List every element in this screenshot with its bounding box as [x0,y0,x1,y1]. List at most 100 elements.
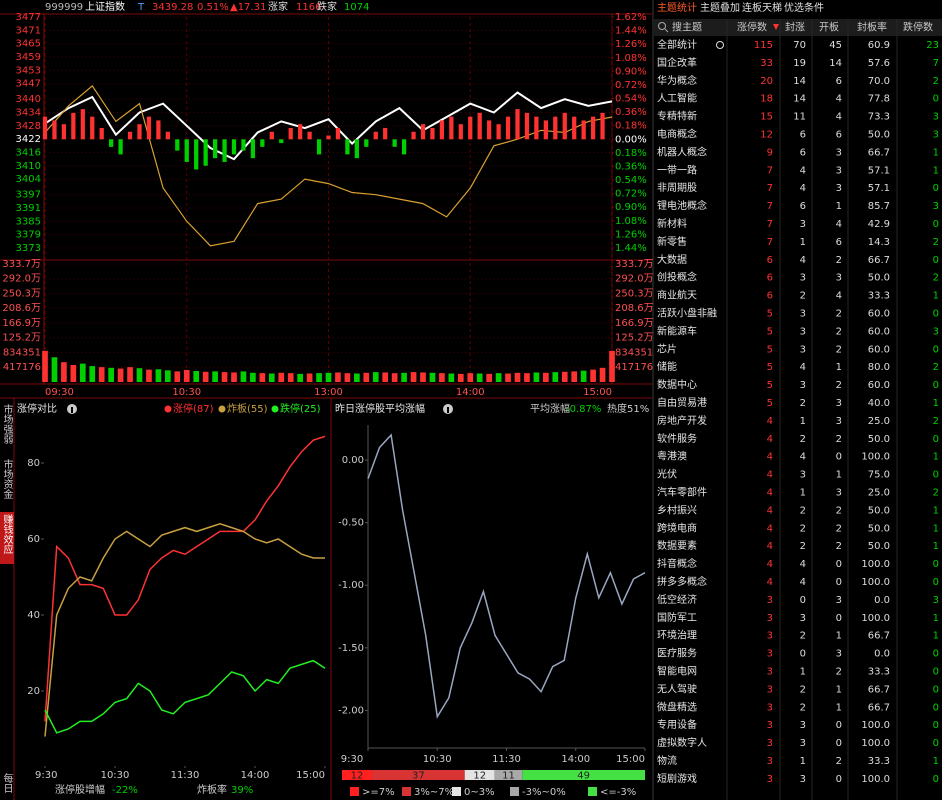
theme-name[interactable]: 活跃小盘非融 [657,307,717,320]
theme-name[interactable]: 新材料 [657,217,687,230]
theme-name[interactable]: 数据要素 [657,539,697,552]
volume-bar [467,373,474,382]
table-cell: 66.7 [868,631,890,642]
theme-name[interactable]: 自由贸易港 [657,396,707,409]
column-header[interactable]: 搜主题 [672,21,702,34]
table-cell: 7 [767,237,773,248]
volume-bar [212,371,218,382]
theme-name[interactable]: 人工智能 [657,92,697,105]
theme-name[interactable]: 新零售 [657,235,687,248]
theme-name[interactable]: 物流 [657,754,677,767]
volume-tick-label: 292.0万 [2,274,41,285]
limit-line [44,523,325,737]
theme-name[interactable]: 抖音概念 [657,557,697,570]
table-cell: 5 [767,326,773,337]
theme-name[interactable]: 环境治理 [657,629,697,642]
breadth-bar [109,139,114,147]
theme-name[interactable]: 粤港澳 [657,450,687,463]
table-cell: 4 [767,470,773,481]
volume-tick-label: 417176 [3,362,41,373]
y2-tick-label: 0.36% [615,107,647,118]
theme-name[interactable]: 拼多多概念 [657,575,707,588]
theme-name[interactable]: 机器人概念 [657,145,707,158]
table-cell: 7 [767,183,773,194]
table-cell: 1 [800,237,806,248]
table-cell: 0 [933,94,939,105]
column-header[interactable]: 封涨 [785,21,805,34]
theme-name[interactable]: 乡村振兴 [657,503,697,516]
breadth-bar [99,127,104,140]
table-cell: 4 [767,523,773,534]
theme-name[interactable]: 汽车零部件 [657,486,707,499]
table-cell: 2 [933,273,939,284]
header-code: 999999 [45,2,83,13]
column-header[interactable]: 开板 [819,21,839,34]
breadth-bar [515,109,520,140]
legend-label: -3%~0% [522,787,566,798]
theme-name[interactable]: 医疗服务 [657,647,697,660]
theme-name[interactable]: 光伏 [657,468,677,481]
panel-tab[interactable]: 优选条件 [784,1,824,14]
table-cell: 0.0 [874,649,890,660]
theme-name[interactable]: 软件服务 [657,432,697,445]
sidebar-tab[interactable]: 市场资金 [1,458,13,499]
panel-tab[interactable]: 主题统计 [657,1,697,14]
table-cell: 33.3 [868,291,890,302]
volume-bar [514,372,521,382]
theme-name[interactable]: 电商概念 [657,128,697,141]
table-cell: 0 [933,183,939,194]
panel-tab[interactable]: 连板天梯 [742,1,782,14]
theme-name[interactable]: 国企改革 [657,56,697,69]
theme-name[interactable]: 芯片 [657,342,677,355]
table-cell: 5 [767,344,773,355]
theme-name[interactable]: 专精特新 [657,110,697,123]
theme-name[interactable]: 商业航天 [657,289,697,302]
y2-tick-label: 1.26% [615,229,647,240]
y2-tick-label: 0.36% [615,161,647,172]
table-cell: 0 [836,613,842,624]
theme-name[interactable]: 非周期股 [657,182,697,194]
theme-name[interactable]: 房地产开发 [657,414,707,427]
theme-name[interactable]: 华为概念 [657,74,697,87]
theme-name[interactable]: 国防军工 [657,611,697,624]
theme-name[interactable]: 低空经济 [657,593,697,606]
theme-name[interactable]: 短剧游戏 [657,772,697,785]
theme-name[interactable]: 大数据 [657,253,687,266]
sidebar-tab[interactable]: 赚钱效应 [1,513,13,555]
theme-name[interactable]: 储能 [657,360,677,373]
y-tick-label: 3379 [16,230,41,241]
table-cell: 85.7 [868,201,890,212]
panel-tab[interactable]: 主题叠加 [700,2,740,14]
theme-name[interactable]: 智能电网 [657,665,697,678]
table-cell: 3 [767,774,773,785]
theme-name[interactable]: 数据中心 [657,378,697,391]
theme-name[interactable]: 跨境电商 [657,521,697,534]
table-cell: 0 [800,649,806,660]
table-cell: 40.0 [868,398,890,409]
theme-name[interactable]: 全部统计 [657,38,697,51]
column-header[interactable]: 涨停数 [737,21,767,34]
table-cell: 77.8 [868,94,890,105]
x-tick-label: 14:00 [456,387,485,398]
y2-tick-label: 0.54% [615,94,647,105]
theme-name[interactable]: 专用设备 [657,718,697,731]
table-cell: 6 [836,130,842,141]
y-tick-label: 3373 [16,243,41,254]
sidebar-footer[interactable]: 每日 [1,772,13,793]
column-header[interactable]: 跌停数 [903,21,933,34]
table-cell: 4 [767,541,773,552]
theme-name[interactable]: 虚拟数字人 [657,736,707,749]
theme-name[interactable]: 创投概念 [657,271,697,284]
theme-name[interactable]: 新能源车 [657,324,697,337]
theme-name[interactable]: 锂电池概念 [657,199,707,212]
breadth-bar [600,112,605,140]
theme-name[interactable]: 一带一路 [657,163,697,176]
y-tick-label: -0.50 [338,518,364,529]
table-cell: 5 [767,380,773,391]
legend-swatch [452,787,461,796]
sidebar-tab[interactable]: 市场强弱 [1,403,13,445]
legend-swatch [510,787,519,796]
theme-name[interactable]: 微盘精选 [657,700,697,713]
theme-name[interactable]: 无人驾驶 [657,682,697,695]
column-header[interactable]: 封板率 [857,21,887,34]
